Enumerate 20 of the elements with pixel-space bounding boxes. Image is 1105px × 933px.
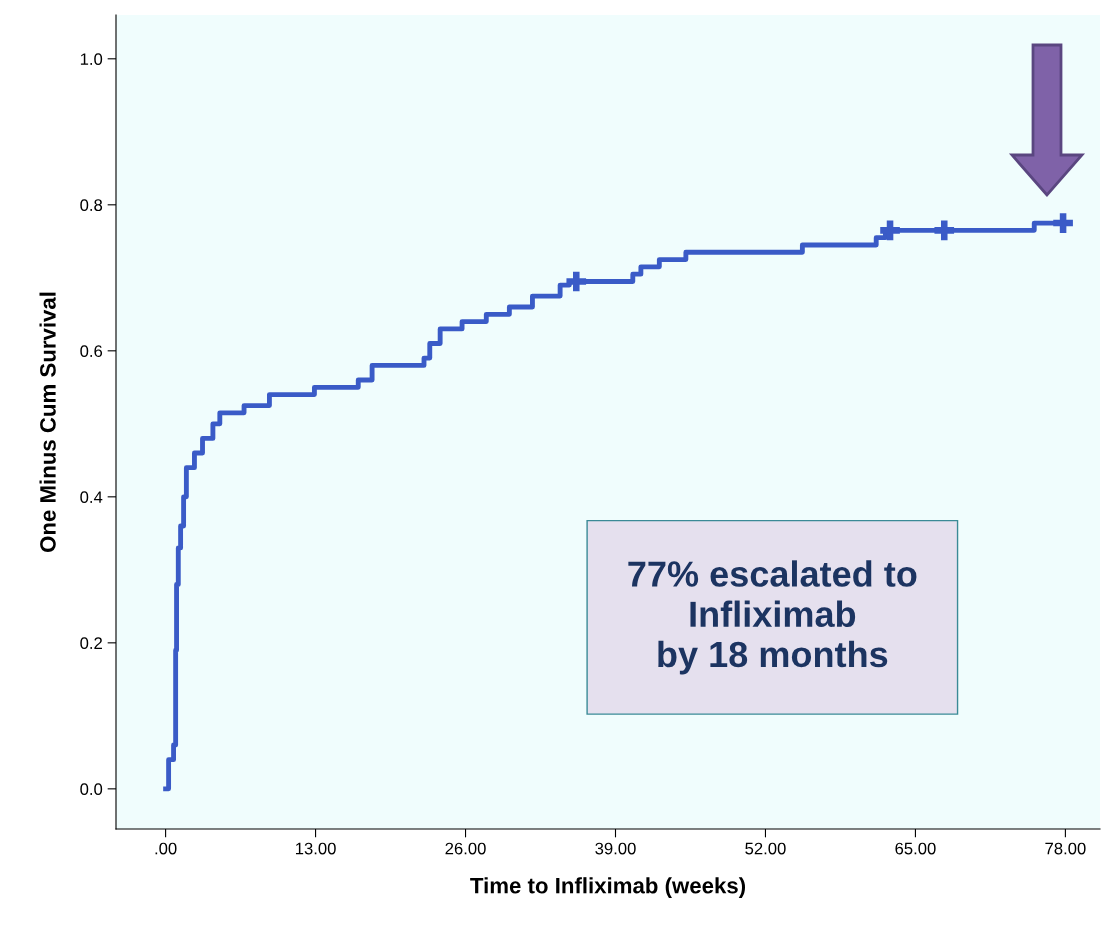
y-tick-label: 1.0 bbox=[80, 53, 103, 66]
x-tick-label: 65.00 bbox=[895, 842, 936, 855]
x-tick-label: .00 bbox=[155, 842, 177, 855]
point bbox=[934, 220, 955, 241]
y-tick-label: 0.4 bbox=[80, 491, 103, 504]
x-tick-label: 39.00 bbox=[595, 842, 636, 855]
point bbox=[880, 220, 900, 241]
y-tick-label: 0.6 bbox=[80, 345, 103, 358]
y-axis-title: One Minus Cum Survival bbox=[39, 292, 56, 552]
x-tick-label: 26.00 bbox=[445, 842, 486, 855]
y-tick-label: 0.0 bbox=[80, 783, 103, 796]
point bbox=[566, 271, 587, 292]
x-tick-label: 78.00 bbox=[1045, 842, 1086, 855]
y-tick-label: 0.2 bbox=[80, 637, 102, 650]
annotation: 77% escalated to Infliximab by 18 months bbox=[628, 560, 917, 675]
y-tick-label: 0.8 bbox=[80, 199, 103, 212]
x-tick-label: 52.00 bbox=[745, 842, 786, 855]
x-axis-title: Time to Infliximab (weeks) bbox=[470, 877, 746, 898]
point bbox=[1053, 213, 1073, 233]
x-tick-label: 13.00 bbox=[295, 842, 336, 855]
